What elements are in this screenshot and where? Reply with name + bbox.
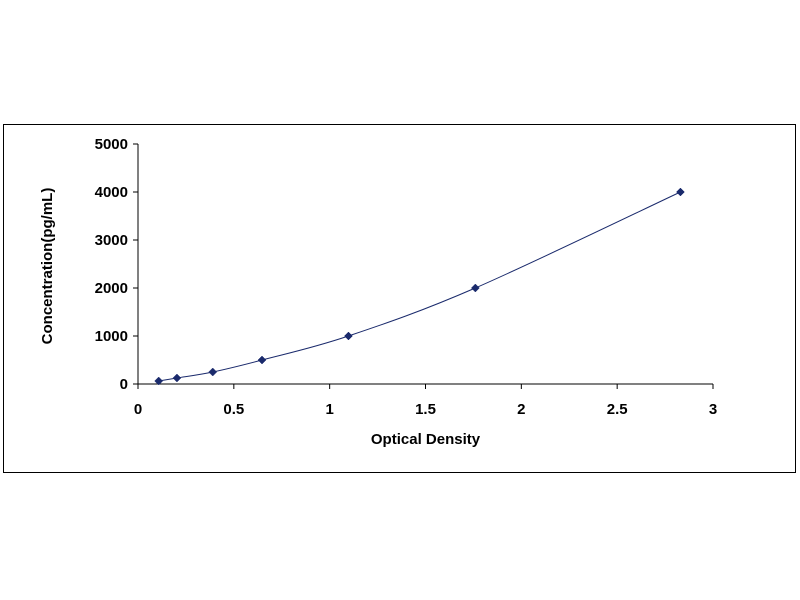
data-point (154, 376, 164, 386)
x-tick-label: 1.5 (415, 401, 436, 418)
y-tick-label: 5000 (95, 136, 128, 153)
x-tick-label: 2.5 (607, 401, 628, 418)
x-tick-labels: 0 0.5 1 1.5 2 2.5 3 (134, 401, 717, 418)
y-tick-label: 2000 (95, 280, 128, 297)
chart-frame (3, 124, 796, 473)
data-point (208, 367, 218, 377)
x-tick-label: 1 (325, 401, 333, 418)
trendline-group (158, 191, 681, 382)
data-point (257, 355, 267, 365)
data-point (344, 331, 353, 341)
x-axis (137, 383, 714, 389)
y-tick-label: 0 (120, 376, 128, 393)
x-axis-title: Optical Density (371, 431, 481, 448)
y-axis (133, 143, 139, 385)
y-axis-title: Concentration(pg/mL) (39, 188, 56, 345)
data-point (172, 373, 182, 383)
x-tick-label: 0 (134, 401, 142, 418)
x-tick-label: 0.5 (223, 401, 244, 418)
series-trendline (158, 191, 681, 382)
data-points (154, 187, 685, 386)
y-tick-label: 4000 (95, 184, 128, 201)
data-point (470, 283, 480, 293)
x-tick-label: 3 (709, 401, 717, 418)
data-point (676, 187, 685, 197)
y-tick-label: 1000 (95, 328, 128, 345)
y-tick-label: 3000 (95, 232, 128, 249)
y-tick-labels: 0 1000 2000 3000 4000 5000 (95, 136, 128, 393)
x-tick-label: 2 (517, 401, 525, 418)
